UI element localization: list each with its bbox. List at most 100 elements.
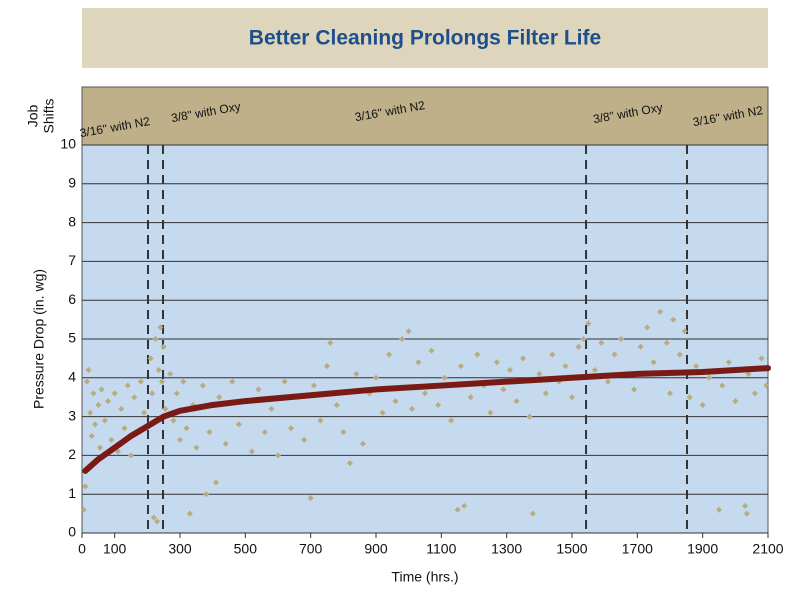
data-point <box>310 382 317 389</box>
data-point <box>763 382 770 389</box>
data-point <box>487 409 494 416</box>
data-point <box>206 429 213 436</box>
y-tick-label: 6 <box>68 291 76 307</box>
data-point <box>118 405 125 412</box>
data-point <box>435 401 442 408</box>
x-tick-label: 1500 <box>556 541 587 557</box>
data-point <box>743 510 750 517</box>
data-point <box>90 390 97 397</box>
data-point <box>137 378 144 385</box>
trend-line <box>82 365 771 474</box>
data-point <box>268 405 275 412</box>
data-point <box>105 398 112 405</box>
data-point <box>644 324 651 331</box>
data-point <box>255 386 262 393</box>
x-tick-label: 1100 <box>426 541 456 557</box>
data-point <box>598 339 605 346</box>
data-point <box>353 370 360 377</box>
data-point <box>95 401 102 408</box>
data-point <box>80 506 87 513</box>
data-point <box>83 378 90 385</box>
data-point <box>611 351 618 358</box>
data-point <box>327 339 334 346</box>
data-point <box>415 359 422 366</box>
x-tick-label: 2100 <box>752 541 783 557</box>
x-tick-label: 1300 <box>491 541 522 557</box>
y-tick-label: 2 <box>68 446 76 462</box>
title-banner <box>82 8 768 68</box>
data-point <box>569 394 575 401</box>
data-point <box>101 417 108 424</box>
data-point <box>150 514 157 521</box>
data-point <box>186 510 193 517</box>
data-point <box>359 440 366 447</box>
x-tick-label: 900 <box>364 541 388 557</box>
data-point <box>87 409 94 416</box>
y-tick-label: 9 <box>68 175 76 191</box>
data-point <box>676 351 683 358</box>
data-point <box>149 390 156 397</box>
data-point <box>580 336 587 342</box>
data-point <box>408 405 415 412</box>
data-point <box>657 308 664 315</box>
data-point <box>92 421 99 428</box>
data-point <box>275 452 281 459</box>
data-point <box>162 405 169 412</box>
data-point <box>301 436 308 443</box>
data-point <box>745 370 752 377</box>
data-point <box>467 394 474 401</box>
data-point <box>461 502 468 509</box>
data-point <box>235 421 242 428</box>
x-tick-label: 1900 <box>687 541 718 557</box>
data-point <box>549 351 556 358</box>
data-point <box>650 359 657 366</box>
data-point <box>732 398 739 405</box>
data-point <box>183 425 190 432</box>
band-label: Job <box>25 105 41 128</box>
data-point <box>428 347 435 354</box>
data-point <box>699 401 706 408</box>
data-point <box>585 320 592 327</box>
data-point <box>203 491 210 498</box>
data-point <box>128 452 134 459</box>
y-tick-label: 0 <box>68 524 76 540</box>
data-point <box>340 429 347 436</box>
data-point <box>562 363 569 370</box>
data-point <box>454 506 461 513</box>
data-point <box>513 398 520 405</box>
data-point <box>85 367 92 374</box>
data-point <box>751 390 758 397</box>
data-point <box>448 417 455 424</box>
x-tick-label: 700 <box>299 541 323 557</box>
data-point <box>742 502 749 509</box>
data-point <box>141 409 148 416</box>
data-point <box>520 355 526 362</box>
band-label: Shifts <box>41 98 57 133</box>
data-point <box>441 374 448 381</box>
y-axis-label: Pressure Drop (in. wg) <box>31 269 47 409</box>
data-point <box>474 351 481 358</box>
data-point <box>457 363 464 370</box>
data-point <box>96 444 103 451</box>
data-point <box>681 328 688 335</box>
data-point <box>399 336 406 342</box>
data-point <box>536 370 543 377</box>
data-point <box>506 367 513 374</box>
y-tick-label: 1 <box>68 485 76 501</box>
data-point <box>392 398 399 405</box>
data-point <box>111 390 118 397</box>
data-point <box>281 378 288 385</box>
data-point <box>167 370 174 377</box>
data-point <box>591 367 598 374</box>
data-point <box>152 336 159 342</box>
data-point <box>379 409 386 416</box>
data-point <box>637 343 644 350</box>
data-point <box>346 460 353 467</box>
data-point <box>604 378 611 385</box>
y-tick-label: 4 <box>68 369 76 385</box>
x-tick-label: 500 <box>234 541 258 557</box>
data-point <box>373 374 379 381</box>
data-point <box>131 394 138 401</box>
data-point <box>317 417 324 424</box>
data-point <box>199 382 206 389</box>
